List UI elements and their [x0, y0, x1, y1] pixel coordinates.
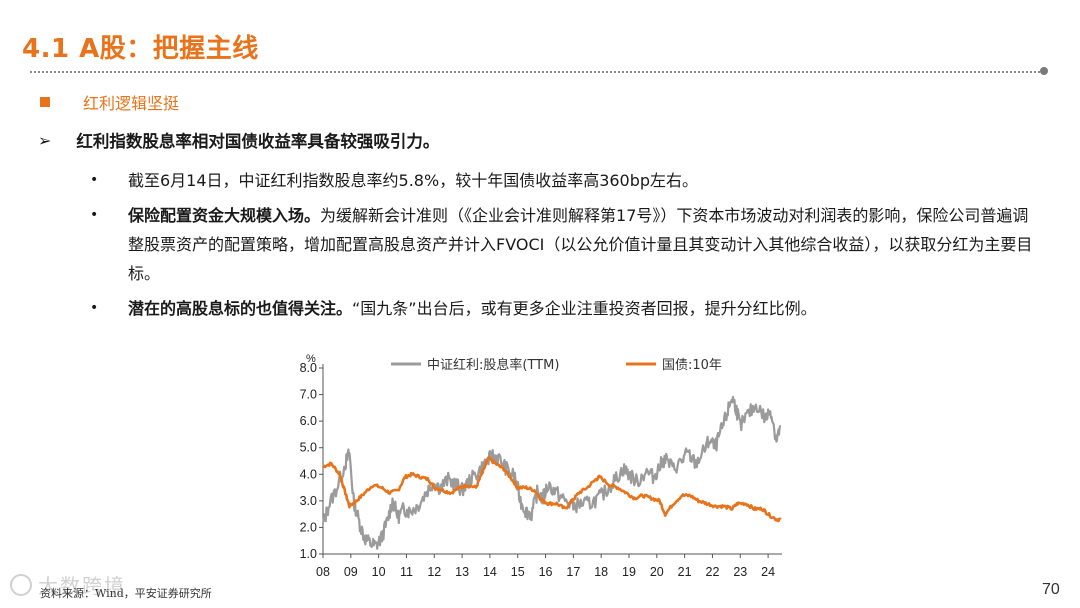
- watermark-text: 大数跨境: [38, 574, 126, 598]
- bullet-text: 为缓解新会计准则（《企业会计准则解释第17号》）下资本市场波动对利润表的影响，保…: [128, 206, 1033, 283]
- x-tick-label: 10: [372, 565, 386, 579]
- y-tick-label: 2.0: [300, 520, 317, 534]
- watermark: 大数跨境: [10, 570, 126, 599]
- dividend-yield-chart: 1.0 2.0 3.0 4.0 5.0 6.0 7.0 8.0% 08 09 10 11 12 13 14 1…: [276, 348, 796, 588]
- lead-text: 红利指数股息率相对国债收益率具备较强吸引力。: [76, 132, 440, 151]
- x-tick-label: 18: [594, 565, 608, 579]
- x-tick-label: 17: [566, 565, 580, 579]
- y-tick-label: 6.0: [300, 414, 317, 428]
- x-tick-label: 14: [483, 565, 497, 579]
- bullet-text: “国九条”出台后，或有更多企业注重投资者回报，提升分红比例。: [352, 299, 817, 318]
- bullet-emphasis: 保险配置资金大规模入场。: [128, 206, 321, 225]
- x-tick-label: 19: [622, 565, 636, 579]
- series-line-treasury-10y: [322, 456, 782, 523]
- y-tick-label: 3.0: [300, 494, 317, 508]
- x-tick-label: 21: [678, 565, 692, 579]
- bullet-text: 截至6月14日，中证红利指数股息率约5.8%，较十年国债收益率高360bp左右。: [128, 171, 699, 190]
- dot-bullet-icon: •: [90, 207, 99, 223]
- y-tick-label: 5.0: [300, 441, 317, 455]
- y-tick-label: 7.0: [300, 388, 317, 402]
- section-heading: 红利逻辑坚挺: [40, 90, 179, 114]
- x-tick-label: 23: [733, 565, 747, 579]
- x-tick-label: 20: [650, 565, 664, 579]
- x-tick-label: 16: [539, 565, 553, 579]
- y-tick-label: 8.0: [300, 361, 317, 375]
- series-line-dividend-yield: [322, 396, 782, 550]
- bullet-item: • 截至6月14日，中证红利指数股息率约5.8%，较十年国债收益率高360bp左…: [90, 166, 1050, 195]
- dot-bullet-icon: •: [90, 300, 99, 316]
- title-divider-dot: [1040, 67, 1048, 75]
- section-label: 红利逻辑坚挺: [83, 94, 180, 113]
- y-tick-label: 1.0: [300, 547, 317, 561]
- x-tick-label: 11: [400, 565, 413, 579]
- bullet-body: 保险配置资金大规模入场。为缓解新会计准则（《企业会计准则解释第17号》）下资本市…: [128, 201, 1040, 288]
- x-tick-label: 13: [455, 565, 469, 579]
- page-title: 4.1 A股：把握主线: [22, 34, 259, 64]
- bullet-body: 截至6月14日，中证红利指数股息率约5.8%，较十年国债收益率高360bp左右。: [128, 166, 1040, 195]
- y-tick-label: 4.0: [300, 467, 317, 481]
- source-note: 资料来源：Wind，平安证券研究所: [40, 587, 212, 600]
- x-tick-label: 22: [706, 565, 720, 579]
- watermark-logo-icon: [10, 573, 32, 596]
- dot-bullet-icon: •: [90, 172, 99, 188]
- legend-label: 中证红利:股息率(TTM): [427, 357, 559, 373]
- chart-svg: 1.0 2.0 3.0 4.0 5.0 6.0 7.0 8.0% 08 09 10 11 12 13 14 1…: [300, 353, 782, 579]
- lead-point: ➢ 红利指数股息率相对国债收益率具备较强吸引力。: [38, 128, 439, 152]
- legend-label: 国债:10年: [662, 358, 722, 373]
- x-tick-label: 12: [427, 565, 441, 579]
- page-number: 70: [1042, 581, 1060, 598]
- bullet-item: • 潜在的高股息标的也值得关注。“国九条”出台后，或有更多企业注重投资者回报，提…: [90, 294, 1050, 323]
- x-tick-label: 08: [316, 565, 330, 579]
- x-tick-label: 15: [511, 565, 525, 579]
- arrow-bullet-icon: ➢: [38, 130, 52, 150]
- y-unit-label: %: [306, 353, 316, 365]
- bullet-list: • 截至6月14日，中证红利指数股息率约5.8%，较十年国债收益率高360bp左…: [90, 166, 1050, 329]
- bullet-body: 潜在的高股息标的也值得关注。“国九条”出台后，或有更多企业注重投资者回报，提升分…: [128, 294, 1040, 323]
- bullet-emphasis: 潜在的高股息标的也值得关注。: [128, 299, 353, 318]
- bullet-item: • 保险配置资金大规模入场。为缓解新会计准则（《企业会计准则解释第17号》）下资…: [90, 201, 1050, 288]
- square-bullet-icon: [40, 97, 50, 107]
- x-tick-label: 24: [761, 565, 775, 579]
- x-tick-label: 09: [344, 565, 358, 579]
- title-divider: [30, 71, 1044, 73]
